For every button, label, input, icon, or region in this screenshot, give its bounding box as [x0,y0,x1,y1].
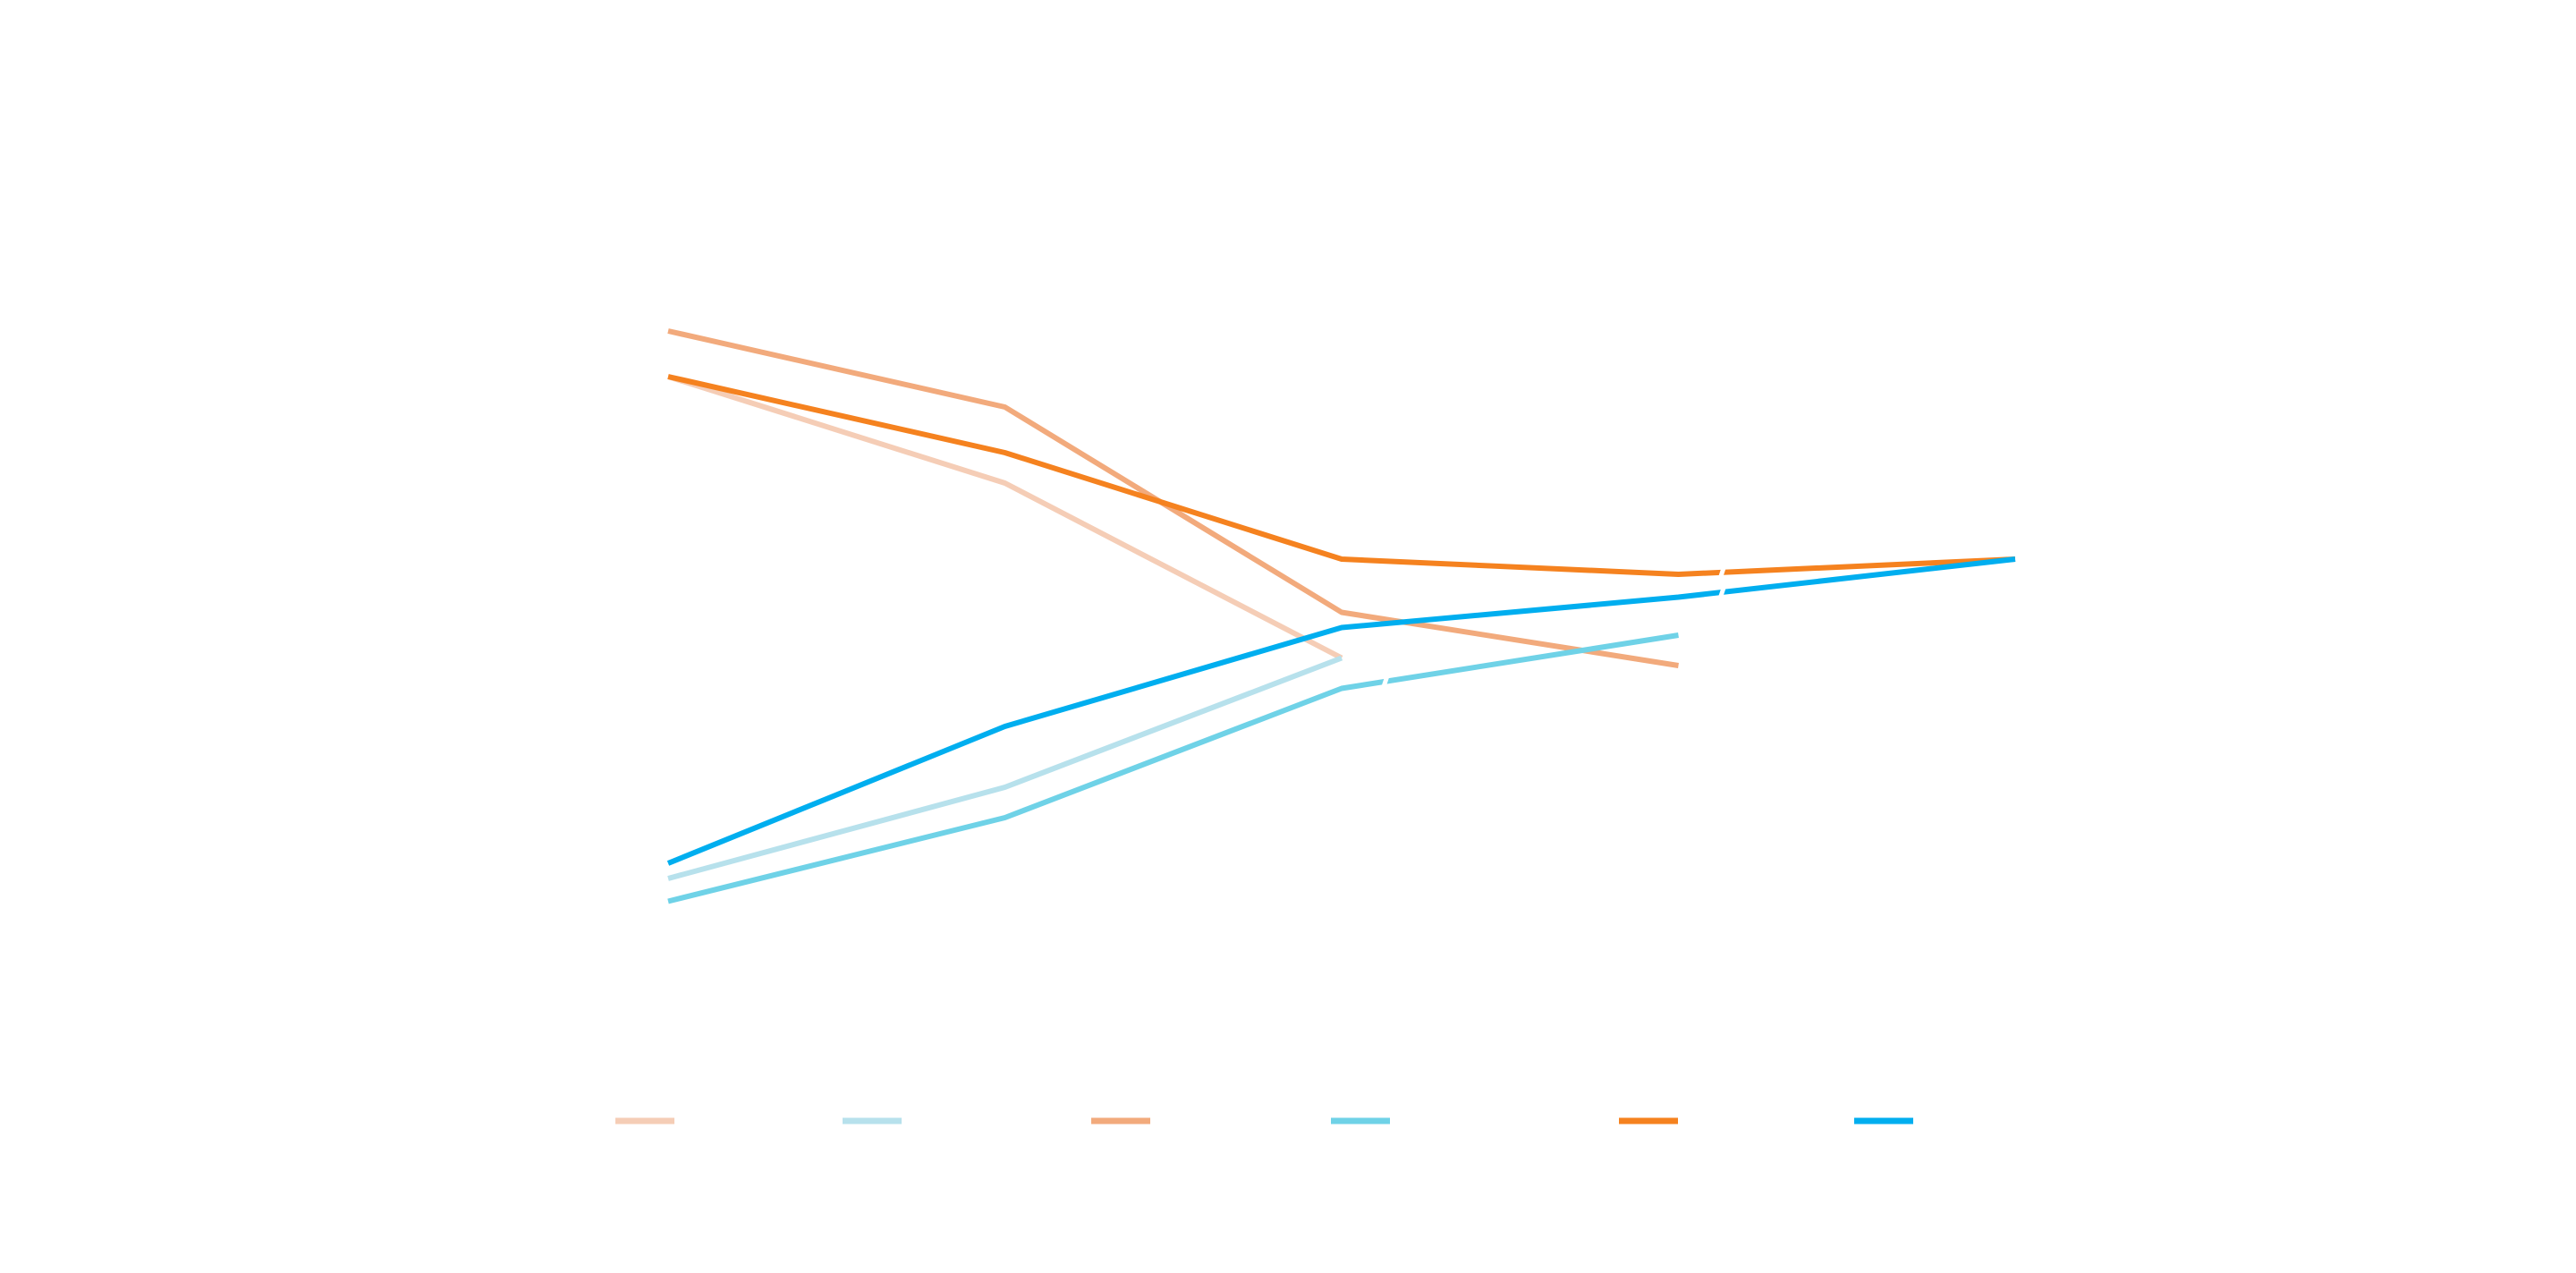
line-break-mark-2 [1717,564,1727,581]
line-break-mark-3 [1717,583,1727,601]
line-break-mark-1 [1380,673,1391,691]
series-line-5 [667,374,2016,577]
series-line-4 [667,632,1679,904]
series-line-1 [667,374,1343,661]
series-line-2 [667,655,1343,881]
line-break-marks [1380,564,1727,691]
series-line-6 [666,556,2016,866]
plot-area [666,328,2016,904]
series-line-3 [667,328,1679,668]
